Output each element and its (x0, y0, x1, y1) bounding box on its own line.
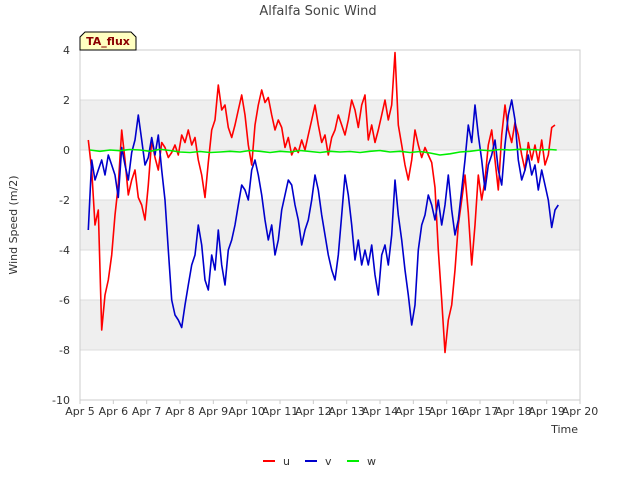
y-tick-label: -6 (59, 294, 70, 307)
chart-title: Alfalfa Sonic Wind (259, 4, 376, 19)
x-tick-label: Apr 6 (99, 405, 129, 418)
y-tick-label: -2 (59, 194, 70, 207)
x-tick-label: Apr 9 (199, 405, 229, 418)
legend: u v w (263, 455, 376, 468)
x-tick-label: Apr 10 (228, 405, 265, 418)
plot-band (80, 200, 580, 250)
series-layer (87, 51, 559, 354)
x-tick-label: Apr 20 (562, 405, 599, 418)
y-tick-labels: -10 -8 -6 -4 -2 0 2 4 (52, 44, 70, 407)
plot-frame (79, 49, 581, 401)
series-line-w (89, 148, 557, 156)
x-tick-label: Apr 13 (328, 405, 365, 418)
y-tick-label: 0 (63, 144, 70, 157)
series-line-v (87, 99, 559, 329)
y-tick-label: -4 (59, 244, 70, 257)
x-tick-label: Apr 18 (495, 405, 532, 418)
y-tick-label: -10 (52, 394, 70, 407)
plot-bands (80, 100, 580, 350)
x-tick-label: Apr 11 (262, 405, 299, 418)
y-tick-label: -8 (59, 344, 70, 357)
plot-band (80, 300, 580, 350)
legend-label-u: u (283, 455, 290, 468)
x-tick-label: Apr 8 (165, 405, 195, 418)
y-tick-label: 4 (63, 44, 70, 57)
y-axis-label: Wind Speed (m/2) (7, 175, 20, 274)
x-tick-label: Apr 5 (65, 405, 95, 418)
x-tick-label: Apr 14 (362, 405, 399, 418)
x-tick-label: Apr 7 (132, 405, 162, 418)
legend-label-v: v (325, 455, 332, 468)
badge-label: TA_flux (86, 35, 130, 48)
ta-flux-badge: TA_flux (79, 31, 137, 51)
x-tick-label: Apr 17 (462, 405, 499, 418)
x-tick-label: Apr 16 (428, 405, 465, 418)
y-tick-label: 2 (63, 94, 70, 107)
badge-box (79, 31, 137, 51)
x-tick-label: Apr 12 (295, 405, 332, 418)
x-tick-label: Apr 19 (528, 405, 565, 418)
plot-band (80, 100, 580, 150)
x-tick-label: Apr 15 (395, 405, 432, 418)
legend-label-w: w (367, 455, 376, 468)
x-axis-label: Time (550, 423, 578, 436)
